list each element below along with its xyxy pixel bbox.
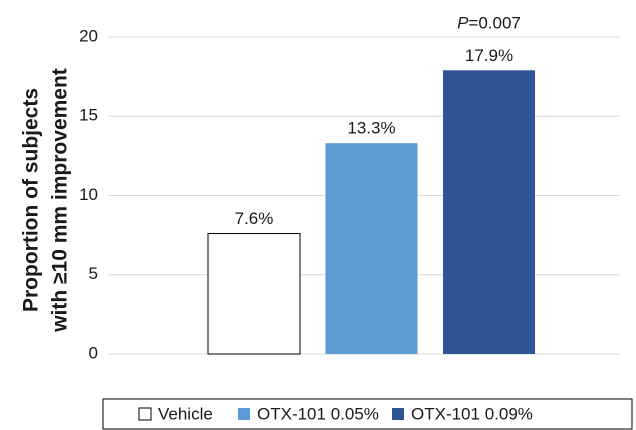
y-label-line: with ≥10 mm improvement: [49, 68, 72, 333]
annotation-text: =0.007: [468, 14, 520, 33]
y-tick-label: 15: [79, 106, 98, 125]
y-tick-label: 5: [89, 264, 98, 283]
value-label: 13.3%: [347, 119, 395, 138]
legend-swatch: [238, 408, 250, 420]
legend-label: OTX-101 0.09%: [411, 404, 533, 423]
value-label: 17.9%: [465, 46, 513, 65]
bar: [207, 233, 301, 355]
annotation: P=0.007: [457, 14, 521, 33]
y-label-line: Proportion of subjects: [20, 88, 43, 312]
legend-swatch: [392, 408, 404, 420]
annotation-italic: P: [457, 14, 469, 33]
bar: [443, 70, 535, 354]
legend-swatch: [138, 407, 152, 421]
y-axis-label: Proportion of subjects with ≥10 mm impro…: [20, 68, 72, 333]
y-tick-label: 10: [79, 185, 98, 204]
legend-label: Vehicle: [158, 404, 213, 423]
legend-box: [102, 398, 633, 430]
value-label: 7.6%: [235, 209, 274, 228]
legend-label: OTX-101 0.05%: [257, 404, 379, 423]
y-tick-label: 20: [79, 26, 98, 45]
bar: [325, 143, 418, 354]
y-tick-label: 0: [89, 343, 98, 362]
